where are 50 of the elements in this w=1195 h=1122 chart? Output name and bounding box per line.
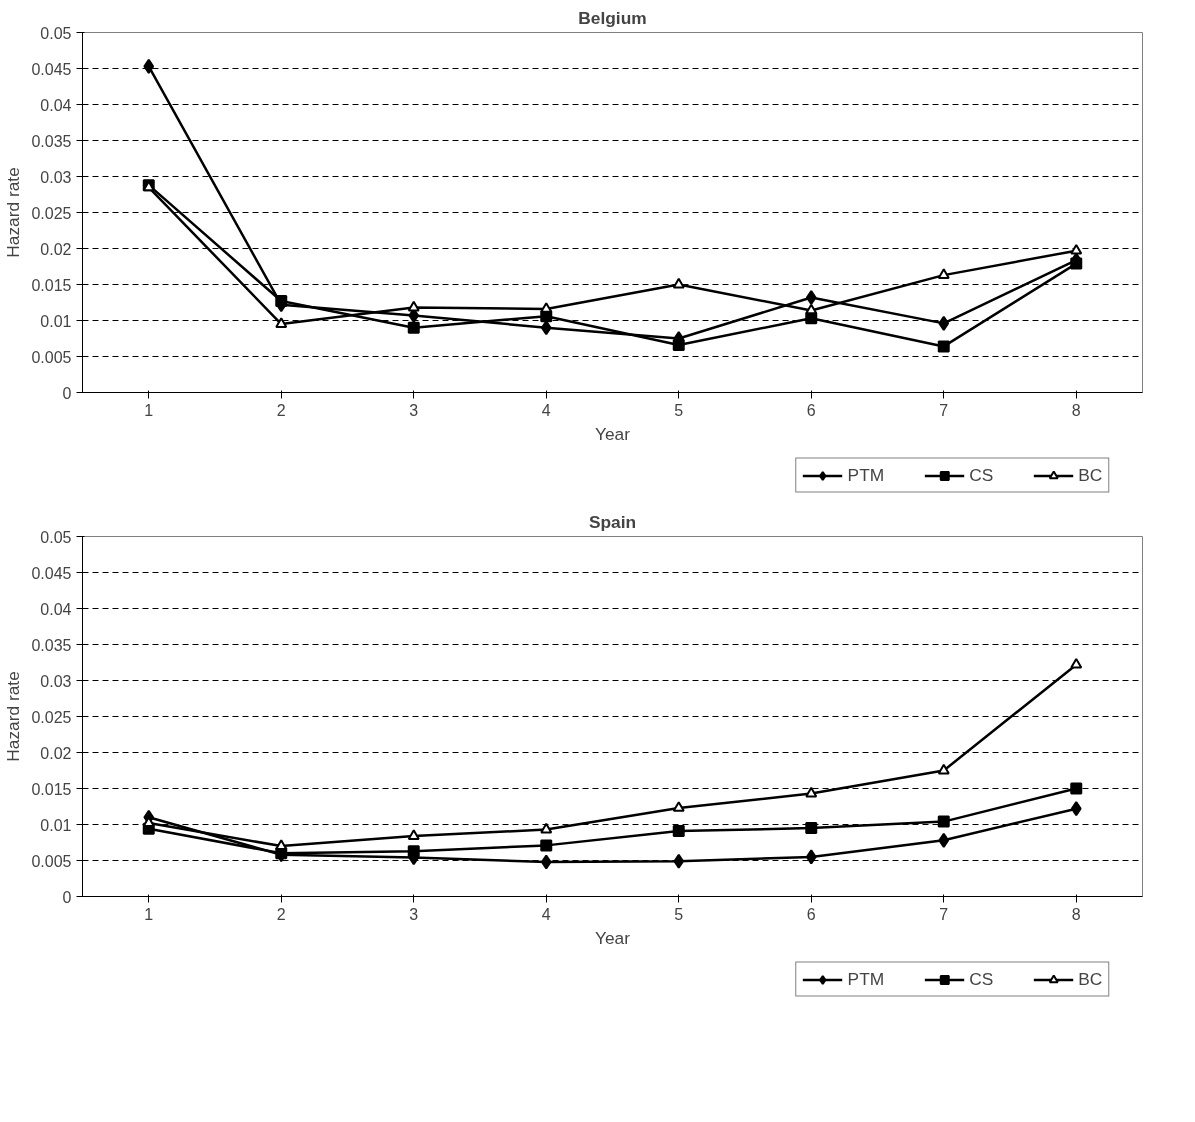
legend-label: CS — [969, 464, 994, 486]
x-tick-label: 8 — [1071, 401, 1081, 419]
x-tick-label: 5 — [674, 401, 684, 419]
chart-title: Belgium — [578, 7, 647, 28]
x-tick-label: 6 — [806, 905, 816, 923]
y-tick-label: 0.03 — [40, 168, 72, 186]
y-tick-label: 0.005 — [31, 348, 72, 366]
x-tick-label: 5 — [674, 905, 684, 923]
y-tick-label: 0.015 — [31, 276, 72, 294]
y-tick-label: 0.03 — [40, 672, 72, 690]
y-tick-label: 0.025 — [31, 204, 72, 222]
y-tick-label: 0 — [62, 888, 72, 906]
x-tick-label: 4 — [541, 401, 551, 419]
x-tick-label: 2 — [276, 401, 286, 419]
y-tick-label: 0.015 — [31, 780, 72, 798]
y-tick-label: 0 — [62, 384, 72, 402]
legend-label: PTM — [847, 464, 885, 486]
y-tick-label: 0.005 — [31, 852, 72, 870]
legend-label: CS — [969, 968, 994, 990]
x-tick-label: 1 — [144, 905, 154, 923]
x-tick-label: 6 — [806, 401, 816, 419]
y-tick-label: 0.025 — [31, 708, 72, 726]
x-tick-label: 7 — [939, 905, 949, 923]
x-tick-label: 4 — [541, 905, 551, 923]
y-tick-label: 0.02 — [40, 240, 72, 258]
x-tick-label: 8 — [1071, 905, 1081, 923]
y-tick-label: 0.01 — [40, 312, 72, 330]
x-tick-label: 3 — [409, 905, 419, 923]
y-tick-label: 0.04 — [40, 96, 72, 114]
y-tick-label: 0.05 — [40, 24, 72, 42]
x-tick-label: 2 — [276, 905, 286, 923]
chart-title: Spain — [588, 511, 637, 532]
y-tick-label: 0.035 — [31, 636, 72, 654]
x-axis-title: Year — [594, 927, 631, 948]
y-tick-label: 0.04 — [40, 600, 72, 618]
y-tick-label: 0.045 — [31, 60, 72, 78]
y-axis-title: Hazard rate — [3, 671, 24, 762]
legend-label: PTM — [847, 968, 885, 990]
x-tick-label: 3 — [409, 401, 419, 419]
y-tick-label: 0.045 — [31, 564, 72, 582]
legend-label: BC — [1078, 464, 1103, 486]
y-tick-label: 0.035 — [31, 132, 72, 150]
y-axis-title: Hazard rate — [3, 167, 24, 258]
y-tick-label: 0.01 — [40, 816, 72, 834]
legend-label: BC — [1078, 968, 1103, 990]
x-tick-label: 7 — [939, 401, 949, 419]
x-axis-title: Year — [594, 423, 631, 444]
y-tick-label: 0.02 — [40, 744, 72, 762]
y-tick-label: 0.05 — [40, 528, 72, 546]
x-tick-label: 1 — [144, 401, 154, 419]
